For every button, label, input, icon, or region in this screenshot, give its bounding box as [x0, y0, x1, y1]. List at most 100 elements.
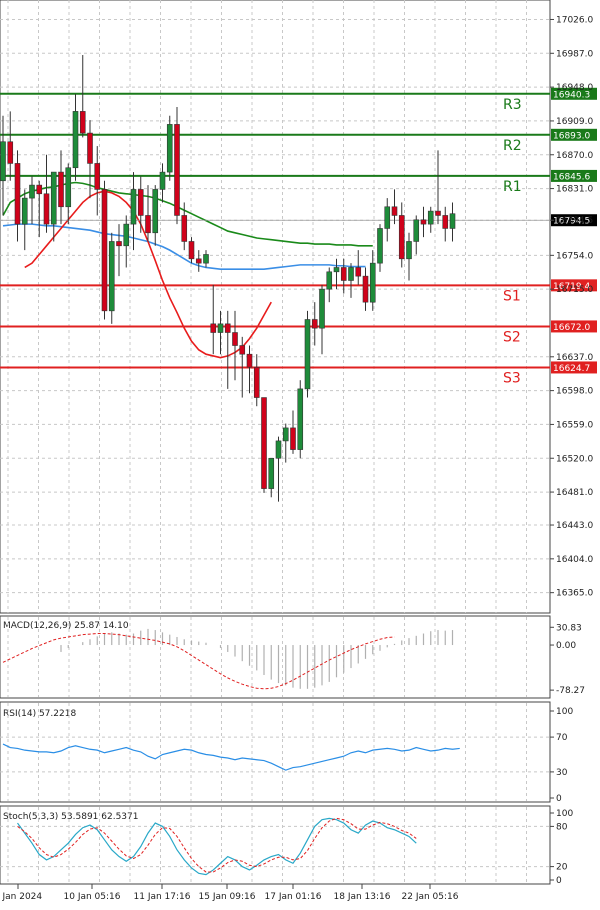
- date-tick-label: 18 Jan 13:16: [334, 892, 391, 902]
- price-tick-label: 16520.0: [556, 454, 593, 464]
- candles: [0, 55, 456, 502]
- macd-plot: 30.83 0.00 -78.27: [2, 617, 585, 697]
- price-tick-label: 16481.0: [556, 488, 593, 498]
- date-tick-label: 15 Jan 09:16: [199, 892, 256, 902]
- candle-body: [195, 258, 202, 264]
- candle-body: [65, 167, 72, 208]
- stoch-tick-label: 20: [556, 863, 568, 873]
- price-tick-label: 16443.0: [556, 521, 593, 531]
- candle-body: [377, 228, 383, 264]
- candle-body: [369, 262, 376, 303]
- level-price-box: [551, 169, 597, 182]
- level-price-label: 16624.7: [553, 364, 590, 374]
- level-name-s2: S2: [503, 329, 521, 345]
- rsi-title: RSI(14) 57.2218: [3, 709, 76, 719]
- candle-body: [449, 213, 456, 229]
- current-price-box: [551, 214, 597, 227]
- price-tick-label: 16559.0: [556, 420, 593, 430]
- level-name-s1: S1: [503, 288, 521, 304]
- macd-signal-line: [2, 633, 395, 690]
- date-tick-label: 10 Jan 05:16: [64, 892, 121, 902]
- candle-body: [290, 427, 296, 450]
- candle-body: [116, 241, 122, 247]
- stoch-k-line: [17, 817, 417, 876]
- candle-body: [166, 124, 173, 173]
- candle-body: [435, 210, 441, 216]
- candle-body: [79, 111, 86, 134]
- current-price-label: 16794.5: [553, 217, 590, 227]
- candle-body: [130, 189, 137, 225]
- candle-body: [203, 254, 209, 264]
- candle-body: [340, 267, 347, 281]
- candle-body: [224, 323, 231, 333]
- level-price-label: 16893.0: [553, 131, 590, 141]
- price-tick-label: 16404.0: [556, 555, 593, 565]
- ma-green-line: [2, 181, 373, 247]
- price-tick-label: 16870.0: [556, 151, 593, 161]
- candle-body: [7, 141, 14, 164]
- level-name-r3: R3: [503, 97, 522, 113]
- rsi-panel: [0, 701, 551, 803]
- candle-body: [210, 323, 217, 333]
- candle-body: [36, 184, 43, 195]
- level-price-box: [551, 279, 597, 292]
- price-tick-label: 16598.0: [556, 387, 593, 397]
- candle-body: [253, 366, 260, 398]
- rsi-tick-label: 100: [556, 707, 573, 717]
- candle-body: [239, 345, 246, 355]
- level-price-label: 16940.3: [553, 90, 590, 100]
- rsi-tick-label: 70: [556, 733, 568, 743]
- level-price-box: [551, 87, 597, 100]
- candle-body: [275, 440, 282, 459]
- macd-title: MACD(12,26,9) 25.87 14.10: [3, 621, 129, 631]
- stoch-tick-label: 0: [556, 876, 562, 886]
- price-tick-label: 16637.0: [556, 353, 593, 363]
- candle-body: [348, 267, 354, 281]
- candle-body: [137, 189, 144, 216]
- price-tick-label: 17026.0: [556, 15, 593, 25]
- price-tick-label: 16831.0: [556, 185, 593, 195]
- price-tick-label: 16365.0: [556, 589, 593, 599]
- level-price-box: [551, 320, 597, 333]
- price-tick-label: 16987.0: [556, 49, 593, 59]
- candle-body: [58, 171, 64, 208]
- candle-body: [181, 215, 188, 242]
- date-tick-label: 11 Jan 17:16: [134, 892, 191, 902]
- candle-body: [0, 141, 6, 182]
- candle-body: [145, 215, 151, 234]
- macd-tick-label: 30.83: [556, 623, 582, 633]
- candle-body: [232, 332, 238, 346]
- macd-tick-label: -78.27: [556, 686, 585, 696]
- candle-body: [442, 215, 449, 229]
- candle-body: [87, 132, 93, 164]
- candle-body: [188, 241, 195, 260]
- candle-body: [101, 189, 108, 312]
- rsi-line: [2, 743, 460, 771]
- candle-body: [94, 163, 101, 190]
- stoch-title: Stoch(5,3,3) 53.5891 62.5371: [3, 812, 138, 822]
- candle-body: [398, 215, 405, 260]
- candle-body: [406, 241, 412, 260]
- candle-body: [304, 319, 311, 390]
- price-axis: 17026.0 16987.0 16948.0 16909.0 16870.0 16831…: [550, 15, 593, 599]
- price-tick-label: 16948.0: [556, 83, 593, 93]
- candle-body: [50, 171, 57, 225]
- rsi-plot: 100 70 30 0: [0, 703, 573, 804]
- price-tick-label: 16794.5: [556, 216, 593, 226]
- candle-body: [159, 171, 166, 190]
- price-tick-label: 16715.0: [556, 285, 593, 295]
- candle-body: [333, 267, 340, 273]
- level-price-label: 16719.4: [553, 282, 590, 292]
- candle-body: [420, 219, 427, 225]
- candle-body: [123, 223, 130, 247]
- candle-body: [174, 124, 180, 216]
- candle-body: [311, 319, 318, 329]
- candle-body: [391, 206, 398, 216]
- date-axis: 8 Jan 2024 10 Jan 05:16 11 Jan 17:16 15 Jan…: [0, 884, 459, 902]
- candle-body: [72, 111, 79, 169]
- level-price-label: 16672.0: [553, 323, 590, 333]
- level-price-box: [551, 361, 597, 374]
- candle-body: [261, 397, 267, 489]
